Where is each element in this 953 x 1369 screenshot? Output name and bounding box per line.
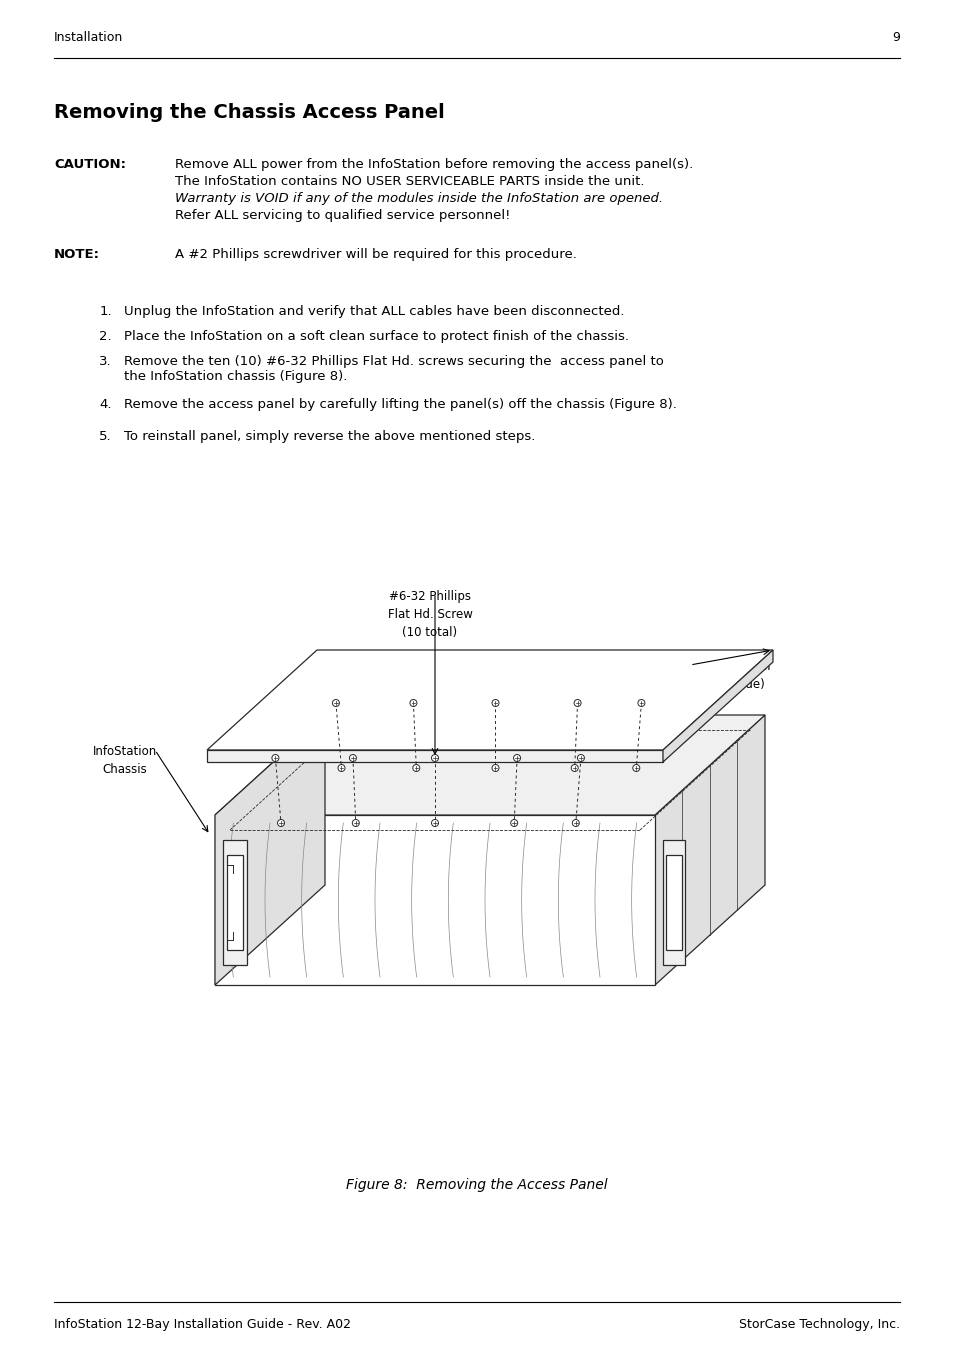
Polygon shape [214, 715, 325, 986]
Circle shape [572, 820, 578, 827]
Text: NOTE:: NOTE: [54, 248, 100, 261]
Polygon shape [662, 841, 684, 965]
Text: Remove the access panel by carefully lifting the panel(s) off the chassis (Figur: Remove the access panel by carefully lif… [124, 398, 677, 411]
Circle shape [272, 754, 278, 761]
Text: Unplug the InfoStation and verify that ALL cables have been disconnected.: Unplug the InfoStation and verify that A… [124, 305, 624, 318]
Text: InfoStation
Chassis: InfoStation Chassis [92, 745, 157, 776]
Text: Access Panel
(Right Side): Access Panel (Right Side) [695, 660, 770, 691]
Circle shape [431, 754, 438, 761]
Text: Warranty is VOID if any of the modules inside the InfoStation are opened.: Warranty is VOID if any of the modules i… [174, 192, 662, 205]
Text: #6-32 Phillips
Flat Hd. Screw
(10 total): #6-32 Phillips Flat Hd. Screw (10 total) [387, 590, 472, 639]
Circle shape [431, 820, 438, 827]
Polygon shape [214, 815, 655, 986]
Text: Place the InfoStation on a soft clean surface to protect finish of the chassis.: Place the InfoStation on a soft clean su… [124, 330, 628, 344]
Polygon shape [665, 856, 681, 950]
Text: 3.: 3. [99, 355, 112, 368]
Circle shape [632, 764, 639, 772]
Text: Remove ALL power from the InfoStation before removing the access panel(s).: Remove ALL power from the InfoStation be… [174, 157, 693, 171]
Polygon shape [207, 650, 772, 750]
Text: StorCase Technology, Inc.: StorCase Technology, Inc. [739, 1318, 899, 1331]
Text: 1.: 1. [99, 305, 112, 318]
Circle shape [492, 764, 498, 772]
Circle shape [337, 764, 345, 772]
Circle shape [349, 754, 356, 761]
Text: To reinstall panel, simply reverse the above mentioned steps.: To reinstall panel, simply reverse the a… [124, 430, 535, 444]
Circle shape [332, 700, 339, 706]
Text: 5.: 5. [99, 430, 112, 444]
Circle shape [410, 700, 416, 706]
Circle shape [513, 754, 520, 761]
Text: 2.: 2. [99, 330, 112, 344]
Text: 4.: 4. [99, 398, 112, 411]
Text: Removing the Chassis Access Panel: Removing the Chassis Access Panel [54, 103, 444, 122]
Circle shape [492, 700, 498, 706]
Polygon shape [207, 750, 662, 763]
Text: Figure 8:  Removing the Access Panel: Figure 8: Removing the Access Panel [346, 1177, 607, 1192]
Text: 9: 9 [891, 31, 899, 44]
Polygon shape [227, 856, 243, 950]
Circle shape [413, 764, 419, 772]
Text: CAUTION:: CAUTION: [54, 157, 126, 171]
Text: Remove the ten (10) #6-32 Phillips Flat Hd. screws securing the  access panel to: Remove the ten (10) #6-32 Phillips Flat … [124, 355, 663, 383]
Circle shape [574, 700, 580, 706]
Circle shape [571, 764, 578, 772]
Polygon shape [662, 650, 772, 763]
Text: A #2 Phillips screwdriver will be required for this procedure.: A #2 Phillips screwdriver will be requir… [174, 248, 577, 261]
Circle shape [638, 700, 644, 706]
Polygon shape [655, 715, 764, 986]
Text: Refer ALL servicing to qualified service personnel!: Refer ALL servicing to qualified service… [174, 209, 510, 222]
Circle shape [277, 820, 284, 827]
Circle shape [352, 820, 359, 827]
Text: The InfoStation contains NO USER SERVICEABLE PARTS inside the unit.: The InfoStation contains NO USER SERVICE… [174, 175, 644, 188]
Circle shape [510, 820, 517, 827]
Polygon shape [223, 841, 247, 965]
Circle shape [577, 754, 584, 761]
Text: InfoStation 12-Bay Installation Guide - Rev. A02: InfoStation 12-Bay Installation Guide - … [54, 1318, 351, 1331]
Text: Installation: Installation [54, 31, 123, 44]
Polygon shape [214, 715, 764, 815]
